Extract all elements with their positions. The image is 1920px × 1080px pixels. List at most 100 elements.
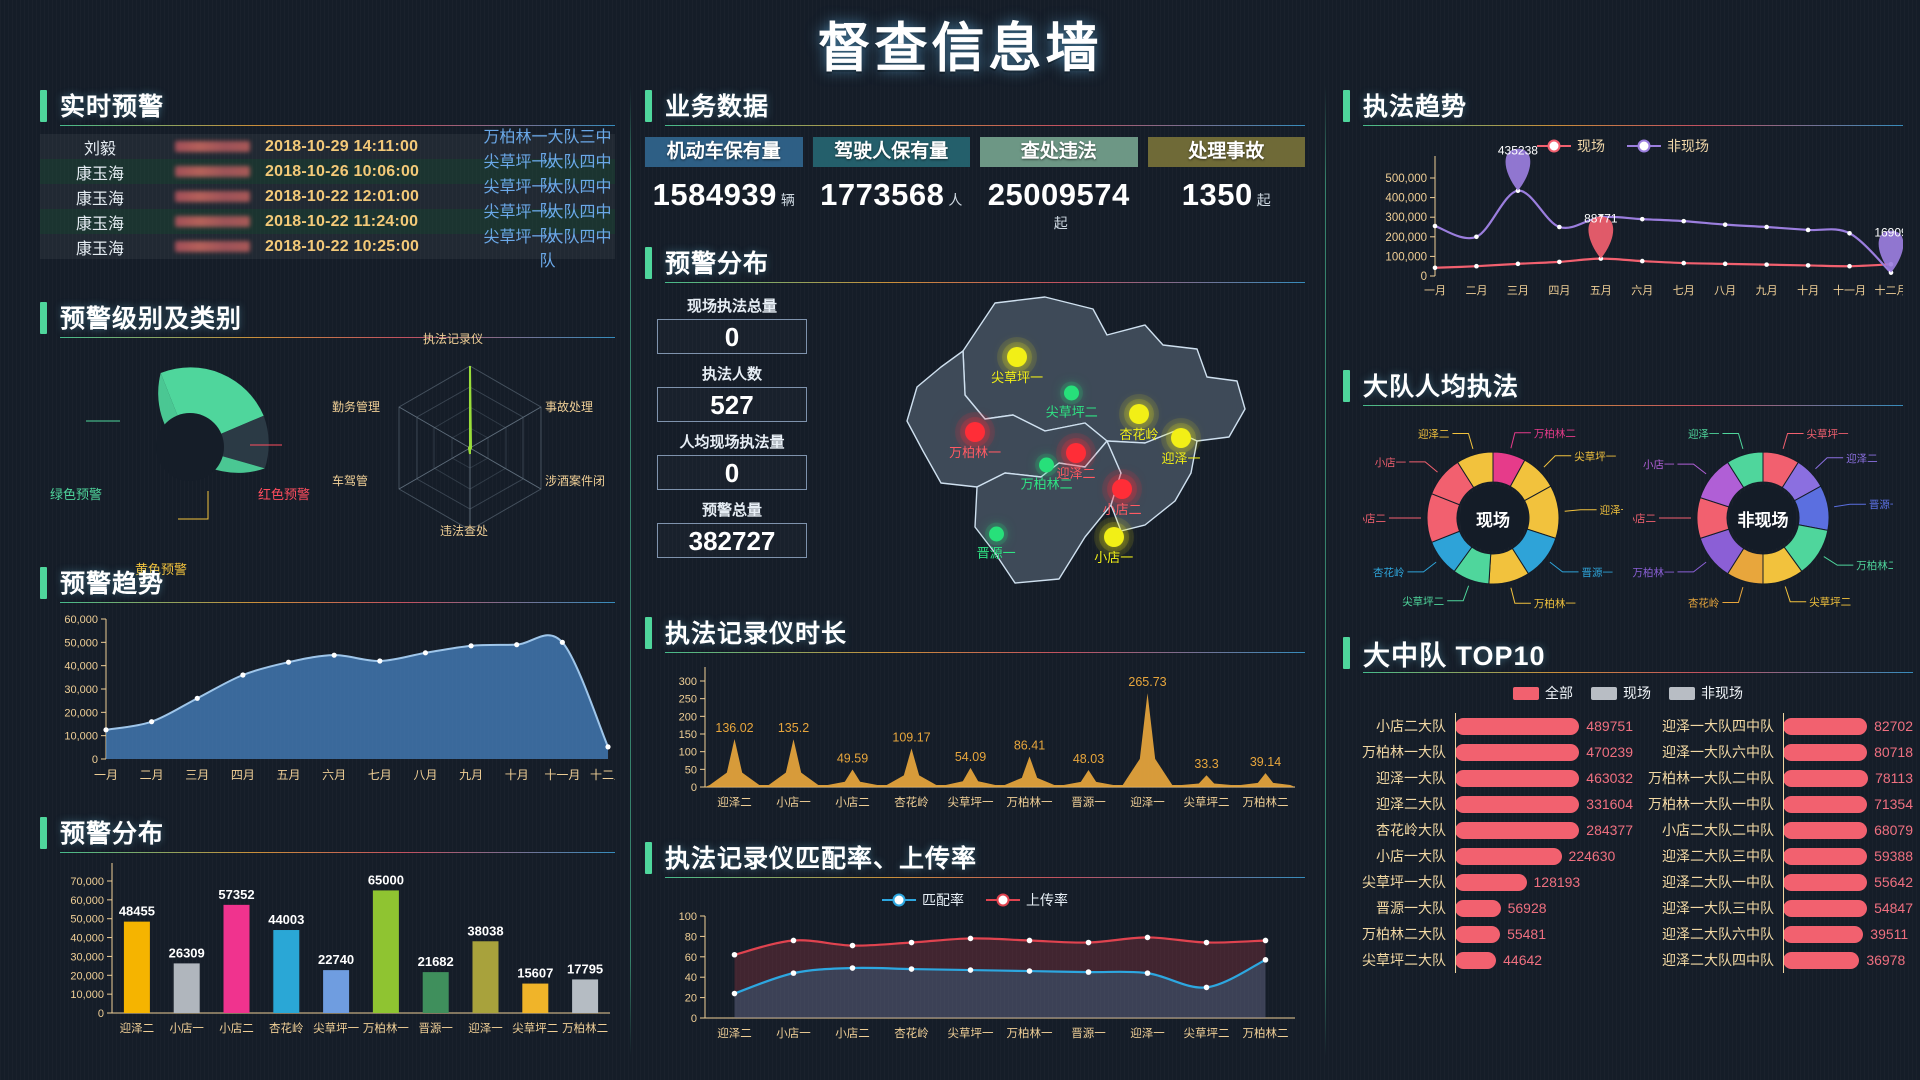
- top10-row[interactable]: 小店一大队 224630: [1343, 843, 1633, 869]
- tab-accidents[interactable]: 处理事故: [1147, 137, 1305, 167]
- top10-row[interactable]: 万柏林一大队二中队 78113: [1643, 765, 1913, 791]
- svg-text:136.02: 136.02: [715, 721, 753, 735]
- top10-bar-track: 489751: [1455, 713, 1633, 739]
- enforcement-trend-legend: 现场 非现场: [1343, 136, 1903, 156]
- svg-text:五月: 五月: [277, 768, 301, 782]
- top10-row[interactable]: 杏花岭大队 284377: [1343, 817, 1633, 843]
- section-header-business-data: 业务数据: [645, 88, 1305, 128]
- top10-label: 晋源一大队: [1376, 900, 1446, 916]
- legend-item-upload-rate[interactable]: 上传率: [986, 890, 1068, 910]
- top10-label: 迎泽二大队一中队: [1662, 874, 1774, 890]
- top10-bar: [1783, 951, 1860, 969]
- donut-onsite[interactable]: 万柏林二尖草坪一迎泽一晋源一万柏林一 尖草坪二 杏花岭 小店二 小店一 迎泽二 现场: [1355, 418, 1632, 618]
- stat-alert-total: 预警总量 382727: [657, 499, 807, 558]
- top10-row[interactable]: 迎泽二大队三中队 59388: [1643, 843, 1913, 869]
- top10-bar-track: 331604: [1455, 791, 1633, 817]
- tab-violations[interactable]: 查处违法: [980, 137, 1138, 167]
- map-marker-jinyuan-1[interactable]: 晋源一: [977, 526, 1016, 561]
- map-marker-yingze-2[interactable]: 迎泽二: [1056, 443, 1096, 481]
- top10-row[interactable]: 迎泽一大队四中队 82702: [1643, 713, 1913, 739]
- table-row[interactable]: 康玉海 2018-10-22 11:24:00 尖草坪一大队四中队: [40, 204, 615, 245]
- top10-row[interactable]: 万柏林一大队 470239: [1343, 739, 1633, 765]
- top10-value: 489751: [1586, 718, 1633, 734]
- legend-item-onsite[interactable]: 现场: [1591, 683, 1651, 703]
- top10-label: 尖草坪二大队: [1362, 952, 1446, 968]
- donut-offsite[interactable]: 尖草坪一迎泽二晋源一万柏林二尖草坪二 杏花岭 万柏林一 小店二 小店一 迎泽一 非现场: [1625, 418, 1901, 618]
- top10-row[interactable]: 万柏林二大队 55481: [1343, 921, 1633, 947]
- section-accent-bar: [40, 302, 47, 334]
- alert-name: 康玉海: [75, 190, 124, 208]
- top10-row[interactable]: 迎泽一大队 463032: [1343, 765, 1633, 791]
- top10-value: 331604: [1586, 796, 1633, 812]
- map-marker-xinghualing[interactable]: 杏花岭: [1119, 404, 1159, 442]
- legend-item-onsite[interactable]: 现场: [1537, 136, 1605, 156]
- svg-text:十一月: 十一月: [544, 768, 580, 782]
- marker-label: 迎泽一: [1161, 451, 1201, 466]
- svg-text:十月: 十月: [505, 768, 529, 782]
- legend-item-all[interactable]: 全部: [1513, 683, 1573, 703]
- map-marker-xiaodian-2[interactable]: 小店二: [1103, 479, 1142, 517]
- map-marker-jiancaoping-2[interactable]: 尖草坪二: [1046, 385, 1098, 420]
- top10-row[interactable]: 迎泽二大队 331604: [1343, 791, 1633, 817]
- top10-row[interactable]: 小店二大队二中队 68079: [1643, 817, 1913, 843]
- table-row[interactable]: 康玉海 2018-10-22 12:01:00 尖草坪一大队四中队: [40, 179, 615, 220]
- top10-bar: [1455, 873, 1527, 891]
- svg-text:九月: 九月: [1756, 284, 1778, 297]
- tab-driver-ownership[interactable]: 驾驶人保有量: [812, 137, 970, 167]
- svg-text:0: 0: [691, 1013, 697, 1025]
- table-row[interactable]: 康玉海 2018-10-22 10:25:00 尖草坪一大队四中队: [40, 229, 615, 270]
- svg-text:八月: 八月: [413, 768, 437, 782]
- svg-text:200: 200: [679, 711, 697, 723]
- svg-text:六月: 六月: [322, 768, 346, 782]
- top10-row[interactable]: 迎泽二大队一中队 55642: [1643, 869, 1913, 895]
- table-row[interactable]: 刘毅 2018-10-29 14:11:00 万柏林一大队三中队: [40, 129, 615, 170]
- map-marker-xiaodian-1[interactable]: 小店一: [1094, 527, 1133, 565]
- top10-row[interactable]: 小店二大队 489751: [1343, 713, 1633, 739]
- map-marker-wanbailin-1[interactable]: 万柏林一: [949, 422, 1001, 460]
- top10-row[interactable]: 迎泽二大队四中队 36978: [1643, 947, 1913, 973]
- top10-bar: [1455, 821, 1580, 839]
- top10-row[interactable]: 晋源一大队 56928: [1343, 895, 1633, 921]
- metric-unit: 起: [1256, 192, 1271, 208]
- map-marker-yingze-1[interactable]: 迎泽一: [1161, 428, 1201, 466]
- section-accent-bar: [40, 90, 47, 122]
- svg-text:小店二: 小店二: [835, 795, 870, 809]
- top10-row[interactable]: 尖草坪一大队 128193: [1343, 869, 1633, 895]
- svg-text:万柏林一: 万柏林一: [363, 1021, 409, 1035]
- svg-text:44003: 44003: [268, 912, 304, 927]
- top10-row[interactable]: 迎泽一大队三中队 54847: [1643, 895, 1913, 921]
- svg-text:晋源一: 晋源一: [1071, 1026, 1106, 1040]
- marker-label: 小店一: [1094, 550, 1134, 565]
- legend-label: 非现场: [1701, 685, 1743, 701]
- svg-text:尖草坪二: 尖草坪二: [1184, 1026, 1230, 1040]
- svg-text:十二月: 十二月: [590, 768, 615, 782]
- alert-time: 2018-10-22 10:25:00: [265, 237, 420, 255]
- top10-row[interactable]: 万柏林一大队一中队 71354: [1643, 791, 1913, 817]
- top10-axis: [1783, 739, 1784, 765]
- stat-value: 0: [657, 455, 807, 490]
- legend-item-offsite[interactable]: 非现场: [1669, 683, 1743, 703]
- pie-label-yellow: 黄色预警: [135, 562, 188, 577]
- map-marker-wanbailin-2[interactable]: 万柏林二: [1021, 457, 1073, 492]
- tab-vehicle-ownership[interactable]: 机动车保有量: [645, 137, 803, 167]
- top10-row[interactable]: 迎泽一大队六中队 80718: [1643, 739, 1913, 765]
- top10-row[interactable]: 迎泽二大队六中队 39511: [1643, 921, 1913, 947]
- section-accent-bar: [40, 817, 47, 849]
- stat-value: 382727: [657, 523, 807, 558]
- table-row[interactable]: 康玉海 2018-10-26 10:06:00 尖草坪一大队四中队: [40, 154, 615, 195]
- svg-text:60,000: 60,000: [64, 614, 98, 626]
- legend-item-match-rate[interactable]: 匹配率: [882, 890, 964, 910]
- marker-dot: [965, 422, 986, 442]
- map-marker-jiancaoping-1[interactable]: 尖草坪一: [991, 347, 1043, 385]
- map-container[interactable]: 尖草坪一 尖草坪二 杏花岭 迎泽一 万柏林一 迎泽二: [845, 291, 1265, 591]
- svg-text:二月: 二月: [140, 768, 164, 782]
- top10-bar-track: 224630: [1455, 843, 1633, 869]
- metric-accidents: 1350 起: [1148, 177, 1306, 233]
- section-header-enforcement-trend: 执法趋势: [1343, 88, 1903, 128]
- svg-text:迎泽一: 迎泽一: [1688, 428, 1720, 440]
- legend-marker: [882, 893, 916, 907]
- legend-item-offsite[interactable]: 非现场: [1627, 136, 1709, 156]
- radar-axis-label: 涉酒案件闭: [545, 474, 606, 488]
- top10-bar-track: 463032: [1455, 765, 1633, 791]
- top10-row[interactable]: 尖草坪二大队 44642: [1343, 947, 1633, 973]
